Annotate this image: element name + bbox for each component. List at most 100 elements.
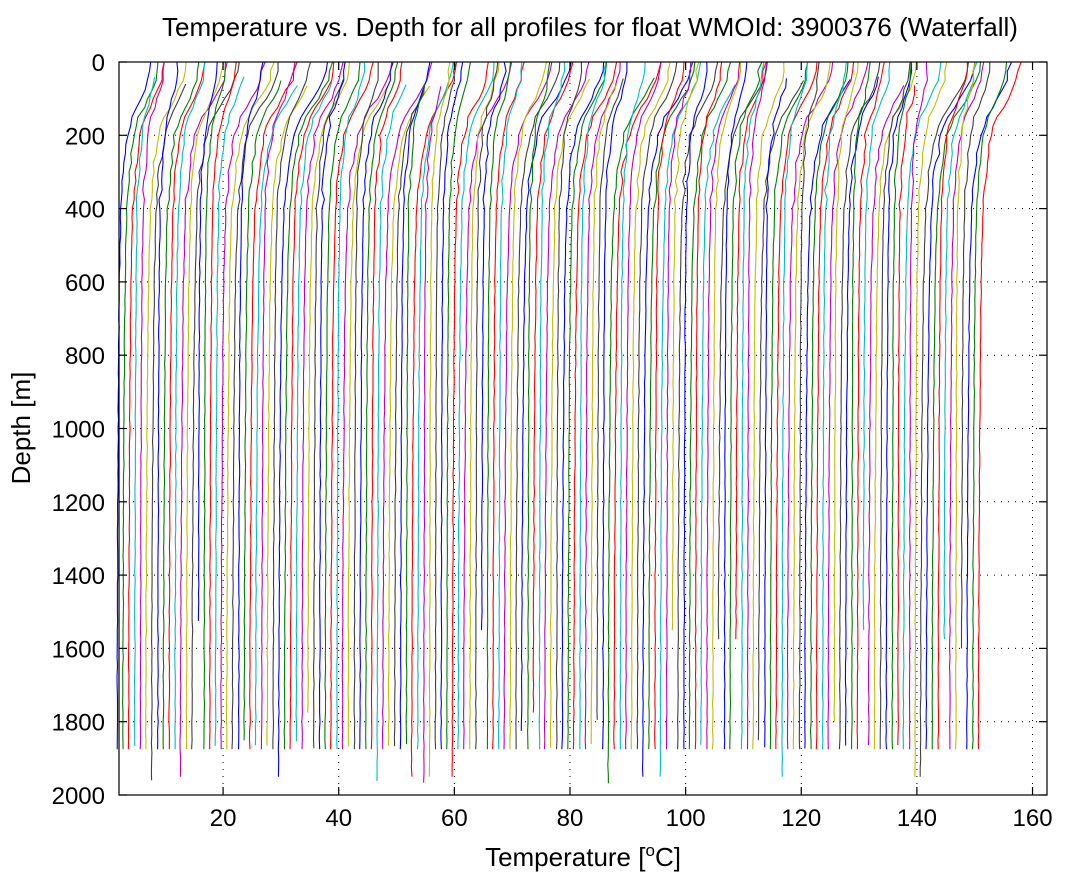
profile-line xyxy=(127,61,165,750)
profile-line xyxy=(289,61,335,750)
profile-line xyxy=(145,61,187,750)
profile-line xyxy=(225,61,275,750)
profile-line xyxy=(943,61,978,640)
profile-line xyxy=(654,61,685,750)
profile-line xyxy=(711,61,742,750)
profile-line xyxy=(688,61,732,750)
y-tick-label: 200 xyxy=(65,123,105,150)
profile-line xyxy=(856,61,885,750)
profile-line xyxy=(781,61,809,777)
profile-line xyxy=(648,61,696,750)
profile-line xyxy=(469,61,500,750)
profile-line xyxy=(116,61,152,750)
x-tick-label: 120 xyxy=(781,805,821,832)
profile-line xyxy=(613,61,662,750)
profile-line xyxy=(463,61,513,750)
profile-line xyxy=(248,61,298,750)
profile-line xyxy=(370,61,403,750)
profile-line xyxy=(393,86,426,747)
profile-line xyxy=(752,61,785,750)
profile-line xyxy=(879,61,911,750)
profile-line xyxy=(168,61,206,750)
profile-line xyxy=(641,61,692,777)
profile-line xyxy=(821,61,847,750)
profile-line xyxy=(740,61,765,750)
profile-line xyxy=(584,61,621,750)
profile-line xyxy=(786,61,834,750)
profile-line xyxy=(977,61,1022,750)
profile-line xyxy=(203,61,226,750)
profile-line xyxy=(677,61,719,750)
profile-line xyxy=(492,61,525,750)
profile-line xyxy=(440,61,464,750)
profile-line xyxy=(480,61,507,631)
profile-line xyxy=(549,78,591,748)
profile-line xyxy=(746,61,768,750)
x-tick-label: 40 xyxy=(325,805,352,832)
profile-line xyxy=(543,61,590,750)
profile-line xyxy=(867,85,905,746)
profile-line xyxy=(347,86,388,747)
profile-line xyxy=(602,62,628,750)
profile-line xyxy=(567,61,608,750)
profile-line xyxy=(897,85,916,746)
profile-line xyxy=(283,61,334,750)
profile-line xyxy=(237,61,264,750)
profile-line xyxy=(295,81,333,742)
profile-line xyxy=(498,61,523,750)
profile-line xyxy=(798,61,820,750)
profile-line xyxy=(381,61,433,750)
profile-line xyxy=(150,83,187,781)
profile-line xyxy=(243,80,282,741)
profile-line xyxy=(769,61,809,750)
profile-line xyxy=(902,61,942,750)
profile-line xyxy=(475,61,499,750)
profile-line xyxy=(214,76,245,746)
profile-line xyxy=(572,61,618,750)
profile-line xyxy=(527,61,551,750)
profile-line xyxy=(561,61,605,750)
profile-line xyxy=(579,61,607,750)
profile-line xyxy=(399,61,431,750)
profile-line xyxy=(457,61,495,750)
profile-line xyxy=(336,61,366,750)
y-tick-label: 0 xyxy=(92,50,105,77)
profile-line xyxy=(683,61,708,750)
profile-line xyxy=(862,61,891,631)
profile-line xyxy=(804,79,851,749)
profile-line xyxy=(365,61,399,750)
profile-line xyxy=(301,61,344,750)
profile-line xyxy=(966,61,1013,750)
profile-line xyxy=(330,61,374,750)
y-tick-label: 1000 xyxy=(52,417,105,444)
profile-line xyxy=(157,61,179,750)
profile-line xyxy=(844,76,879,746)
profile-line xyxy=(509,61,548,750)
x-tick-label: 160 xyxy=(1013,805,1053,832)
profile-line xyxy=(914,61,948,777)
profile-line xyxy=(133,76,156,746)
profile-line xyxy=(162,61,200,750)
profile-line xyxy=(376,84,407,782)
profile-line xyxy=(179,61,228,777)
profile-line xyxy=(925,61,976,750)
profile-line xyxy=(272,61,312,750)
x-tick-label: 20 xyxy=(210,805,237,832)
profile-line xyxy=(312,79,344,749)
x-tick-label: 60 xyxy=(441,805,468,832)
profile-line xyxy=(405,84,425,745)
profile-line xyxy=(387,85,431,746)
profile-line xyxy=(590,84,618,745)
y-tick-label: 1600 xyxy=(52,636,105,663)
profile-line xyxy=(231,61,279,750)
profile-line xyxy=(764,78,787,748)
profile-line xyxy=(185,61,225,750)
profile-line xyxy=(423,86,442,783)
profile-line xyxy=(833,61,859,722)
y-tick-label: 800 xyxy=(65,343,105,370)
profile-line xyxy=(619,61,646,750)
profile-line xyxy=(260,61,296,750)
axis-ticks: 20 40 60 80 100 120 140 16002004006008001000120… xyxy=(52,50,1053,832)
profile-line xyxy=(873,61,917,750)
